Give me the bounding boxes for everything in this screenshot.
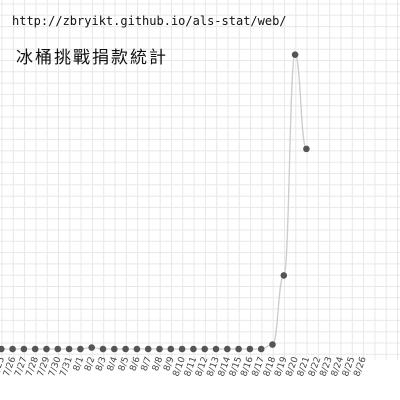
data-point	[100, 346, 107, 353]
data-point	[77, 346, 84, 353]
data-point	[281, 272, 288, 279]
data-point	[9, 346, 16, 353]
page-url: http://zbryikt.github.io/als-stat/web/	[12, 14, 287, 28]
data-point	[32, 346, 39, 353]
data-point	[258, 346, 265, 353]
data-point	[0, 346, 5, 353]
data-point	[292, 51, 299, 58]
data-point	[168, 346, 175, 353]
data-point	[156, 346, 163, 353]
data-point	[122, 346, 129, 353]
data-point	[201, 346, 208, 353]
data-point	[21, 346, 28, 353]
data-point	[66, 346, 73, 353]
data-point	[303, 146, 310, 153]
data-point	[111, 346, 118, 353]
data-point	[88, 344, 95, 351]
data-point	[145, 346, 152, 353]
data-point	[43, 346, 50, 353]
data-points	[0, 51, 310, 352]
x-axis-tick-labels: 7/257/267/277/287/297/307/318/18/28/38/4…	[0, 355, 369, 378]
data-point	[235, 346, 242, 353]
data-point	[224, 346, 231, 353]
data-point	[269, 341, 276, 348]
data-point	[55, 346, 62, 353]
data-point	[213, 346, 220, 353]
data-point	[247, 346, 254, 353]
data-point	[190, 346, 197, 353]
series-line	[0, 55, 306, 349]
data-point	[179, 346, 186, 353]
data-point	[134, 346, 141, 353]
chart-title: 冰桶挑戰捐款統計	[16, 48, 168, 68]
